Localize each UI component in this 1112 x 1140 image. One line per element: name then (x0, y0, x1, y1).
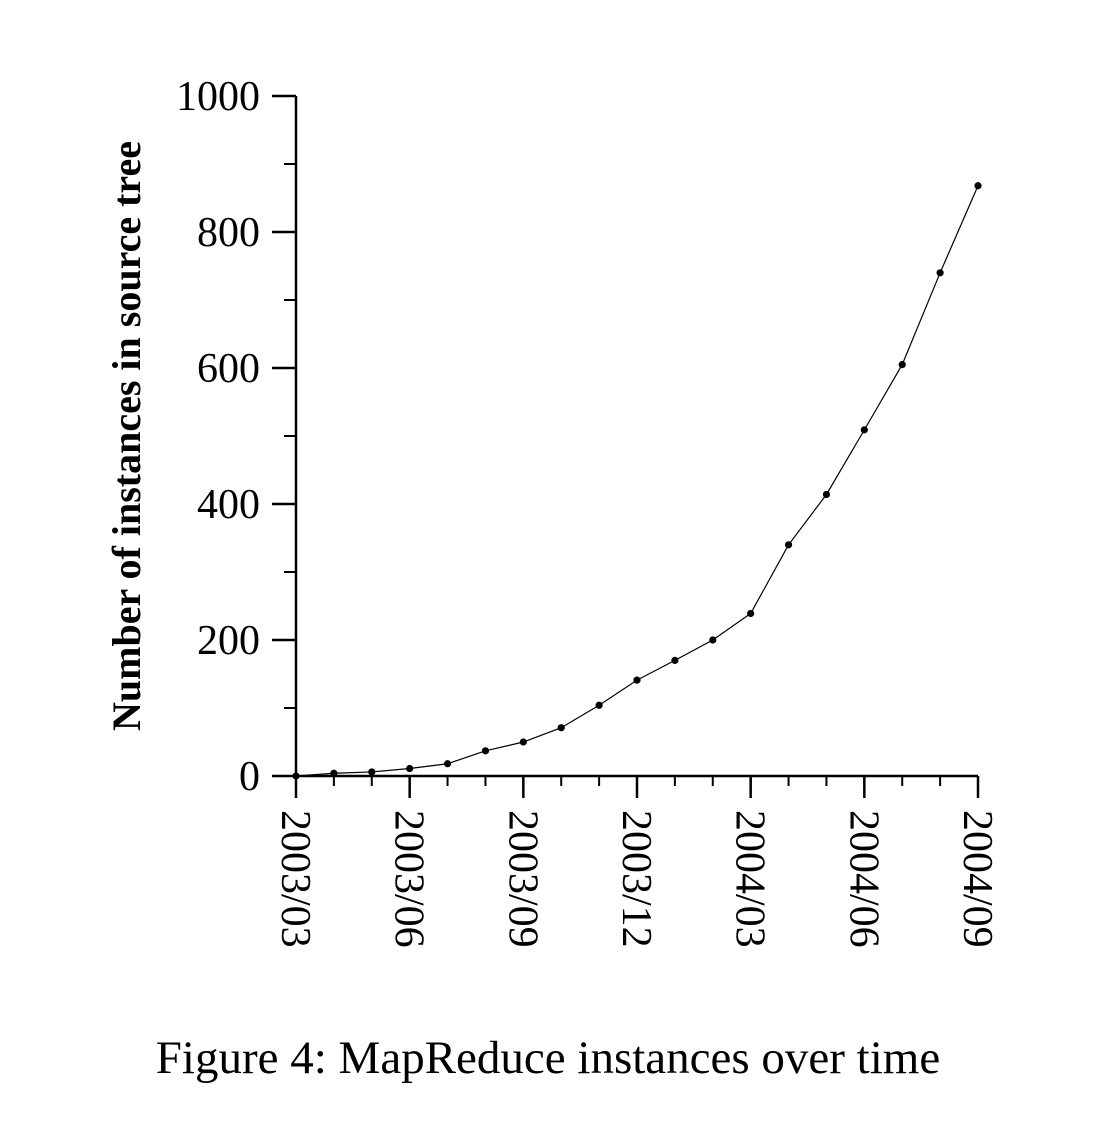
data-point (330, 769, 338, 777)
data-point (595, 701, 603, 709)
figure-caption: Figure 4: MapReduce instances over time (155, 1032, 941, 1084)
data-point (671, 656, 679, 665)
data-point (974, 182, 982, 190)
x-tick-label: 2003/06 (386, 810, 432, 948)
y-tick-label: 1000 (176, 74, 260, 120)
data-point (860, 426, 868, 434)
y-axis-title: Number of instances in source tree (104, 141, 149, 731)
axis-layer: 0 200 400 600 800 1000 2003/03 2003/06 2003/09 20… (176, 74, 1000, 948)
y-tick-label: 400 (197, 482, 260, 528)
y-tick-label: 200 (197, 618, 260, 664)
data-point (822, 490, 831, 499)
data-point (292, 772, 300, 780)
data-point (784, 541, 793, 549)
y-tick-label: 600 (197, 346, 260, 392)
data-point (368, 768, 376, 776)
data-point (443, 760, 452, 768)
series-layer (292, 182, 982, 780)
data-point (898, 361, 906, 369)
y-tick-label: 0 (239, 754, 260, 800)
data-point (936, 269, 944, 277)
x-tick-label: 2003/09 (499, 810, 545, 948)
data-point (557, 724, 565, 732)
x-tick-label: 2003/12 (613, 810, 659, 948)
line-chart: 0 200 400 600 800 1000 2003/03 2003/06 2003/09 20… (104, 74, 1000, 948)
x-tick-label: 2003/03 (272, 810, 318, 948)
data-point (481, 747, 490, 755)
data-point (747, 609, 755, 618)
x-tick-label: 2004/09 (954, 810, 1000, 948)
x-tick-label: 2004/03 (727, 810, 773, 948)
series-line (295, 185, 979, 777)
data-point (633, 676, 641, 684)
y-tick-label: 800 (197, 210, 260, 256)
data-point (406, 764, 414, 773)
x-tick-label: 2004/06 (840, 810, 886, 948)
data-point (519, 738, 527, 746)
data-point (709, 636, 717, 644)
